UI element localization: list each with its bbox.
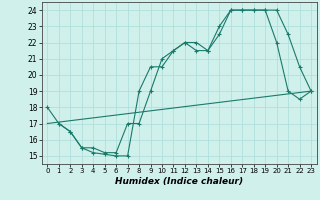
X-axis label: Humidex (Indice chaleur): Humidex (Indice chaleur)	[115, 177, 243, 186]
